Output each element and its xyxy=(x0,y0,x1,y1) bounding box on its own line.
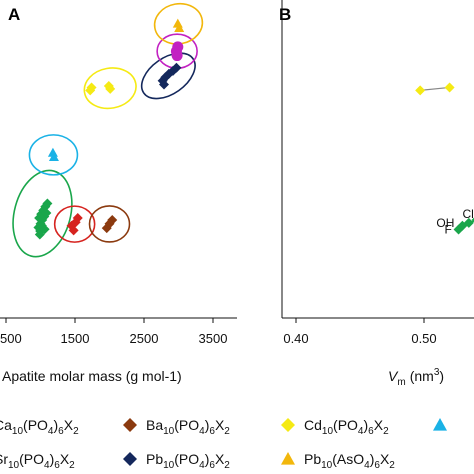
data-point xyxy=(171,62,182,73)
x-tick-label: 3500 xyxy=(199,331,228,346)
legend-item: Sr10(PO4)6X2 xyxy=(0,451,75,471)
data-point xyxy=(39,224,50,235)
legend-marker xyxy=(123,452,137,466)
data-point xyxy=(105,83,116,94)
data-point xyxy=(174,23,185,32)
legend-marker xyxy=(281,452,295,465)
x-tick-label: 2500 xyxy=(130,331,159,346)
legend-item xyxy=(433,418,447,431)
legend-item: Pb10(AsO4)6X2 xyxy=(281,451,395,471)
ticks-a: 500 1500 2500 3500 xyxy=(0,318,227,346)
legend-item: Pb10(PO4)6X2 xyxy=(123,451,230,471)
legend-item: Cd10(PO4)6X2 xyxy=(281,417,389,437)
legend-item: Ca10(PO4)6X2 xyxy=(0,417,79,437)
legend-marker xyxy=(123,418,137,432)
data-point xyxy=(48,152,59,162)
xlabel-close: ) xyxy=(439,368,444,384)
group-ellipse xyxy=(28,134,79,176)
legend-item: Ba10(PO4)6X2 xyxy=(123,417,230,437)
group-ellipse xyxy=(88,205,131,243)
data-point xyxy=(107,214,118,225)
group-ellipse xyxy=(12,169,73,258)
data-point xyxy=(72,212,83,223)
legend-label: Ca10(PO4)6X2 xyxy=(0,417,79,437)
xlabel-sub: m xyxy=(397,377,405,388)
data-point xyxy=(171,50,183,62)
panel-letter-a: A xyxy=(8,5,20,24)
annotations-b: FOHClBrI xyxy=(436,207,473,237)
legend-label: Ba10(PO4)6X2 xyxy=(146,417,230,437)
data-point xyxy=(444,82,455,93)
data-point xyxy=(172,41,184,53)
annotation-label: Cl xyxy=(462,207,473,221)
xlabel-v: V xyxy=(388,368,399,384)
legend-label: Pb10(AsO4)6X2 xyxy=(304,451,395,471)
panel-b: B 0.400.500.60 FOHClBrI Vm(nm3) xyxy=(279,0,474,388)
legend-marker xyxy=(433,418,447,431)
group-ellipse xyxy=(53,205,96,243)
annotation-label: F xyxy=(445,223,452,237)
x-axis-title-b: Vm (nm3) xyxy=(388,367,444,388)
group-ellipse xyxy=(83,67,137,110)
x-tick-label: 500 xyxy=(0,331,22,346)
data-point xyxy=(41,208,52,219)
x-tick-label: 0.40 xyxy=(283,331,308,346)
data-point xyxy=(42,198,53,209)
data-point xyxy=(47,147,58,157)
data-point xyxy=(159,79,170,90)
data-point xyxy=(68,225,79,236)
legend-label: Pb10(PO4)6X2 xyxy=(146,451,230,471)
legend-label: Sr10(PO4)6X2 xyxy=(0,451,75,471)
data-point xyxy=(463,217,474,228)
legend: Ca10(PO4)6X2 Ba10(PO4)6X2 Cd10(PO4)6X2 Sr10… xyxy=(0,417,447,471)
data-point xyxy=(86,82,97,93)
marks-b xyxy=(415,82,474,235)
legend-marker xyxy=(281,418,295,432)
data-point xyxy=(34,229,45,240)
legend-label: Cd10(PO4)6X2 xyxy=(304,417,389,437)
panel-a: A 500 1500 2500 3500 Apatite molar mass (g … xyxy=(0,2,237,384)
panel-letter-b: B xyxy=(279,5,291,24)
trend-line xyxy=(420,86,450,91)
ticks-b: 0.400.500.60 xyxy=(283,318,437,346)
group-ellipse xyxy=(140,52,196,100)
annotation-label: OH xyxy=(436,216,454,230)
x-tick-label: 1500 xyxy=(61,331,90,346)
xlabel-unit: (nm xyxy=(410,368,434,384)
ellipses-a xyxy=(12,2,204,258)
marks-a xyxy=(33,18,185,240)
xlabel-sup: 3 xyxy=(434,367,440,378)
x-axis-title-a: Apatite molar mass (g mol-1) xyxy=(2,368,182,384)
data-point xyxy=(471,217,474,223)
data-point xyxy=(415,85,426,96)
x-tick-label: 0.50 xyxy=(411,331,436,346)
